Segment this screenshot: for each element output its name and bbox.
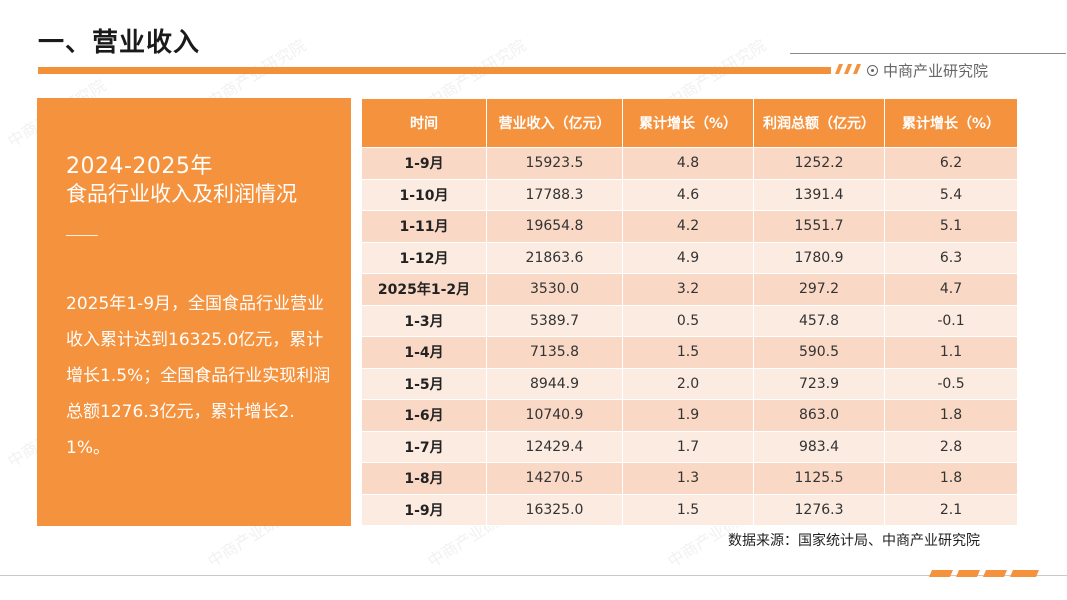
cell-revenue: 7135.8 <box>486 336 623 369</box>
cell-profit-growth: 2.8 <box>884 430 1018 463</box>
cell-revenue: 17788.3 <box>486 178 623 211</box>
cell-profit-growth: 1.8 <box>884 462 1018 495</box>
cell-revenue: 16325.0 <box>486 493 623 526</box>
cell-profit: 983.4 <box>753 430 885 463</box>
table-row: 1-8月 14270.5 1.3 1125.5 1.8 <box>361 462 1018 495</box>
cell-revenue: 14270.5 <box>486 462 623 495</box>
footer-accent-stripes <box>929 570 1039 577</box>
cell-profit-growth: 5.1 <box>884 210 1018 243</box>
table-row: 1-12月 21863.6 4.9 1780.9 6.3 <box>361 241 1018 274</box>
cell-profit-growth: 6.3 <box>884 241 1018 274</box>
column-header-profit: 利润总额（亿元） <box>753 98 885 148</box>
panel-divider <box>66 235 98 236</box>
table-row: 1-9月 15923.5 4.8 1252.2 6.2 <box>361 147 1018 180</box>
panel-summary-text: 2025年1-9月，全国食品行业营业收入累计达到16325.0亿元，累计增长1.… <box>66 294 331 458</box>
cell-revenue-growth: 4.9 <box>622 241 754 274</box>
chevron-stripes-icon <box>835 64 861 74</box>
cell-profit: 1276.3 <box>753 493 885 526</box>
cell-period: 1-9月 <box>361 493 487 526</box>
cell-revenue-growth: 0.5 <box>622 304 754 337</box>
cell-revenue-growth: 1.7 <box>622 430 754 463</box>
cell-period: 1-12月 <box>361 241 487 274</box>
cell-profit: 457.8 <box>753 304 885 337</box>
cell-profit: 1252.2 <box>753 147 885 180</box>
cell-revenue-growth: 1.5 <box>622 493 754 526</box>
panel-subtitle: 食品行业收入及利润情况 <box>66 182 297 206</box>
title-accent-bar <box>38 67 831 74</box>
column-header-profit-growth: 累计增长（%） <box>884 98 1018 148</box>
cell-period: 1-4月 <box>361 336 487 369</box>
footer-divider <box>0 575 1067 576</box>
summary-panel: 2024-2025年 食品行业收入及利润情况 2025年1-9月，全国食品行业营… <box>37 98 351 526</box>
cell-profit-growth: 6.2 <box>884 147 1018 180</box>
cell-period: 1-8月 <box>361 462 487 495</box>
cell-period: 2025年1-2月 <box>361 273 487 306</box>
cell-profit-growth: 1.8 <box>884 399 1018 432</box>
cell-period: 1-3月 <box>361 304 487 337</box>
cell-period: 1-10月 <box>361 178 487 211</box>
table-row: 1-9月 16325.0 1.5 1276.3 2.1 <box>361 493 1018 526</box>
cell-profit: 1391.4 <box>753 178 885 211</box>
cell-profit: 1780.9 <box>753 241 885 274</box>
table-row: 1-10月 17788.3 4.6 1391.4 5.4 <box>361 178 1018 211</box>
target-icon <box>867 65 878 76</box>
cell-profit: 590.5 <box>753 336 885 369</box>
cell-profit-growth: 2.1 <box>884 493 1018 526</box>
table-row: 1-5月 8944.9 2.0 723.9 -0.5 <box>361 367 1018 400</box>
cell-revenue-growth: 1.5 <box>622 336 754 369</box>
data-source-note: 数据来源：国家统计局、中商产业研究院 <box>728 533 980 549</box>
header-divider <box>790 53 1066 54</box>
cell-revenue-growth: 4.2 <box>622 210 754 243</box>
cell-revenue-growth: 1.3 <box>622 462 754 495</box>
data-table: 时间 营业收入（亿元） 累计增长（%） 利润总额（亿元） 累计增长（%） 1-9… <box>361 98 1018 526</box>
cell-revenue: 3530.0 <box>486 273 623 306</box>
cell-revenue-growth: 4.8 <box>622 147 754 180</box>
column-header-revenue-growth: 累计增长（%） <box>622 98 754 148</box>
brand-logo: 中商产业研究院 <box>867 60 988 81</box>
cell-profit-growth: 4.7 <box>884 273 1018 306</box>
cell-revenue: 19654.8 <box>486 210 623 243</box>
cell-revenue-growth: 2.0 <box>622 367 754 400</box>
cell-revenue: 12429.4 <box>486 430 623 463</box>
table-row: 2025年1-2月 3530.0 3.2 297.2 4.7 <box>361 273 1018 306</box>
cell-profit: 863.0 <box>753 399 885 432</box>
cell-revenue-growth: 3.2 <box>622 273 754 306</box>
cell-period: 1-11月 <box>361 210 487 243</box>
brand-name: 中商产业研究院 <box>883 62 989 80</box>
cell-period: 1-5月 <box>361 367 487 400</box>
page-title: 一、营业收入 <box>38 28 201 58</box>
cell-profit: 723.9 <box>753 367 885 400</box>
cell-period: 1-9月 <box>361 147 487 180</box>
table-header-row: 时间 营业收入（亿元） 累计增长（%） 利润总额（亿元） 累计增长（%） <box>361 98 1018 148</box>
column-header-revenue: 营业收入（亿元） <box>486 98 623 148</box>
cell-profit: 1125.5 <box>753 462 885 495</box>
cell-revenue: 5389.7 <box>486 304 623 337</box>
cell-period: 1-6月 <box>361 399 487 432</box>
cell-profit: 297.2 <box>753 273 885 306</box>
cell-period: 1-7月 <box>361 430 487 463</box>
cell-profit-growth: -0.5 <box>884 367 1018 400</box>
cell-revenue-growth: 1.9 <box>622 399 754 432</box>
cell-revenue: 10740.9 <box>486 399 623 432</box>
table-row: 1-3月 5389.7 0.5 457.8 -0.1 <box>361 304 1018 337</box>
cell-revenue: 21863.6 <box>486 241 623 274</box>
cell-profit-growth: 5.4 <box>884 178 1018 211</box>
table-row: 1-6月 10740.9 1.9 863.0 1.8 <box>361 399 1018 432</box>
cell-profit-growth: 1.1 <box>884 336 1018 369</box>
table-row: 1-7月 12429.4 1.7 983.4 2.8 <box>361 430 1018 463</box>
cell-revenue: 8944.9 <box>486 367 623 400</box>
cell-revenue-growth: 4.6 <box>622 178 754 211</box>
table-row: 1-4月 7135.8 1.5 590.5 1.1 <box>361 336 1018 369</box>
panel-year: 2024-2025年 <box>66 154 213 179</box>
cell-profit: 1551.7 <box>753 210 885 243</box>
column-header-period: 时间 <box>361 98 487 148</box>
cell-profit-growth: -0.1 <box>884 304 1018 337</box>
table-row: 1-11月 19654.8 4.2 1551.7 5.1 <box>361 210 1018 243</box>
cell-revenue: 15923.5 <box>486 147 623 180</box>
